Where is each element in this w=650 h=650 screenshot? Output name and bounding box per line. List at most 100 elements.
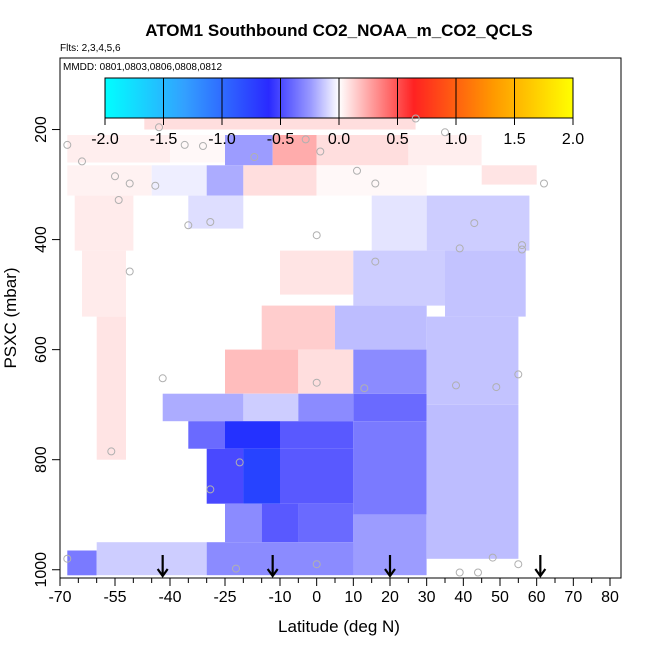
colorbar-tick-label: 2.0 bbox=[562, 131, 584, 148]
x-tick-label: 20 bbox=[381, 589, 399, 606]
heatmap-cell bbox=[353, 349, 427, 394]
y-tick-label: 600 bbox=[33, 336, 50, 363]
colorbar-tick-label: 0.0 bbox=[328, 131, 350, 148]
sample-point bbox=[455, 568, 464, 577]
heatmap-cell bbox=[96, 542, 207, 576]
heatmap-cell bbox=[206, 448, 244, 504]
x-tick-label: 80 bbox=[601, 589, 619, 606]
colorbar-tick-label: -2.0 bbox=[91, 131, 119, 148]
heatmap-cell bbox=[225, 421, 280, 449]
sample-point bbox=[114, 196, 123, 204]
heatmap-cell bbox=[243, 165, 317, 196]
heatmap-cell bbox=[225, 135, 273, 166]
arrow-marker bbox=[384, 555, 396, 578]
heatmap-cell bbox=[298, 503, 354, 543]
heatmap-cell bbox=[82, 250, 126, 317]
heatmap-cells bbox=[67, 107, 537, 576]
sample-point bbox=[540, 179, 548, 188]
heatmap-cell bbox=[206, 542, 354, 576]
heatmap-cell bbox=[353, 393, 427, 422]
sample-point bbox=[452, 381, 460, 390]
heatmap-cell bbox=[67, 550, 97, 576]
sample-point bbox=[111, 172, 119, 181]
heatmap-cell bbox=[170, 135, 225, 163]
sample-point bbox=[441, 128, 449, 137]
colorbar-tick-label: 1.5 bbox=[503, 131, 525, 148]
arrow-marker bbox=[156, 555, 169, 578]
heatmap-cell bbox=[353, 250, 445, 306]
heatmap-cell bbox=[243, 448, 280, 504]
heatmap-cell bbox=[151, 165, 207, 196]
sample-point bbox=[184, 221, 193, 230]
sample-point bbox=[235, 458, 244, 467]
y-tick-label: 800 bbox=[33, 446, 50, 473]
sample-point bbox=[492, 383, 501, 392]
heatmap-cell bbox=[162, 393, 244, 422]
sample-point bbox=[312, 560, 321, 569]
chart-title: ATOM1 Southbound CO2_NOAA_m_CO2_QCLS bbox=[145, 21, 533, 40]
sample-point bbox=[206, 218, 215, 226]
y-axis: 200 400 600 800 1000 bbox=[33, 116, 60, 588]
heatmap-cell bbox=[188, 421, 225, 449]
sample-point bbox=[371, 179, 380, 188]
flight-arrows bbox=[156, 555, 547, 578]
arrow-marker bbox=[266, 555, 279, 578]
sample-point bbox=[63, 140, 72, 149]
x-tick-label: -55 bbox=[103, 589, 126, 606]
heatmap-cell bbox=[426, 404, 519, 559]
sample-point bbox=[455, 244, 464, 253]
sample-point bbox=[474, 568, 482, 577]
sample-point bbox=[312, 378, 321, 387]
heatmap-cell bbox=[426, 316, 519, 405]
sample-point bbox=[488, 553, 497, 562]
plot-frame bbox=[59, 57, 622, 579]
flights-note: Flts: 2,3,4,5,6 bbox=[60, 43, 121, 54]
heatmap-cell bbox=[280, 421, 354, 449]
heatmap-cell bbox=[67, 135, 170, 163]
heatmap-cell bbox=[261, 305, 335, 350]
x-tick-label: -25 bbox=[213, 589, 236, 606]
heatmap-cell bbox=[225, 349, 299, 394]
heatmap-cell bbox=[280, 250, 354, 295]
sample-point bbox=[301, 135, 310, 144]
sample-point bbox=[125, 267, 134, 276]
sample-point bbox=[107, 447, 116, 456]
heatmap-cell bbox=[243, 393, 299, 422]
x-tick-label: 50 bbox=[491, 589, 509, 606]
heatmap-cell bbox=[371, 195, 427, 251]
sample-point bbox=[206, 485, 215, 494]
heatmap-cell bbox=[206, 165, 244, 196]
sample-point bbox=[514, 560, 523, 569]
x-tick-label: 0 bbox=[312, 589, 321, 606]
y-axis-title: PSXC (mbar) bbox=[1, 267, 20, 368]
sample-point bbox=[180, 140, 189, 149]
sample-points bbox=[63, 114, 548, 577]
heatmap-cell bbox=[96, 316, 126, 460]
heatmap-cell bbox=[298, 393, 354, 422]
sample-point bbox=[360, 384, 369, 393]
sample-point bbox=[518, 241, 526, 250]
sample-point bbox=[514, 370, 523, 379]
colorbar: -2.0 -1.5 -1.0 -0.5 0.0 0.5 1.0 1.5 2.0 bbox=[91, 77, 584, 148]
sample-point bbox=[63, 554, 72, 563]
dates-note: MMDD: 0801,0803,0806,0808,0812 bbox=[63, 62, 222, 73]
sample-point bbox=[199, 142, 207, 150]
heatmap-cell bbox=[280, 448, 354, 504]
sample-point bbox=[250, 153, 259, 161]
heatmap-cell bbox=[316, 165, 427, 196]
sample-point bbox=[470, 219, 479, 228]
sample-point bbox=[78, 157, 86, 166]
sample-point bbox=[232, 564, 240, 573]
colorbar-tick-label: 1.0 bbox=[445, 131, 467, 148]
x-axis-title: Latitude (deg N) bbox=[278, 617, 400, 636]
y-tick-label: 200 bbox=[33, 116, 50, 143]
colorbar-tick-label: -1.0 bbox=[208, 131, 236, 148]
sample-point bbox=[158, 374, 167, 383]
heatmap-cell bbox=[408, 135, 482, 166]
heatmap-cell bbox=[225, 503, 262, 543]
x-tick-label: 10 bbox=[344, 589, 362, 606]
sample-point bbox=[312, 231, 321, 240]
heatmap-cell bbox=[261, 503, 299, 543]
heatmap-cell bbox=[353, 421, 427, 515]
heatmap-cell bbox=[188, 195, 244, 229]
